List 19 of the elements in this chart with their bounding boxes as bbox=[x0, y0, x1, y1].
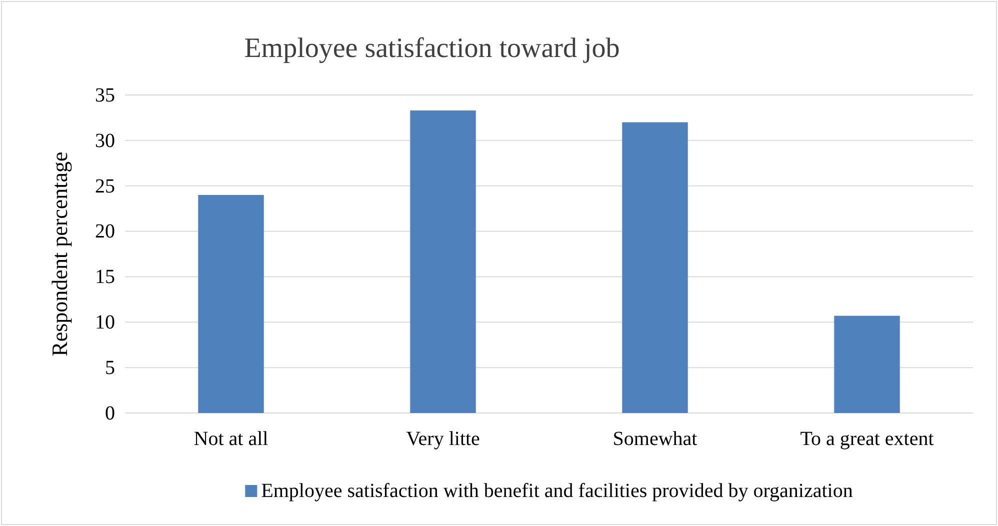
y-tick-label: 10 bbox=[95, 312, 115, 334]
x-tick-label: To a great extent bbox=[800, 428, 934, 450]
legend-label: Employee satisfaction with benefit and facilities provided by organization bbox=[261, 480, 853, 502]
y-tick-label: 0 bbox=[105, 402, 115, 424]
x-tick-label: Somewhat bbox=[612, 428, 698, 450]
x-tick-label: Very litte bbox=[406, 428, 480, 450]
y-tick-label: 30 bbox=[95, 130, 115, 152]
y-tick-label: 25 bbox=[95, 175, 115, 198]
y-tick-label: 5 bbox=[105, 356, 115, 379]
bar bbox=[410, 110, 476, 413]
chart-title: Employee satisfaction toward job bbox=[244, 33, 620, 64]
y-axis-title: Respondent percentage bbox=[47, 152, 72, 356]
y-tick-label: 35 bbox=[95, 84, 115, 106]
x-tick-label: Not at all bbox=[194, 428, 269, 450]
y-tick-label: 15 bbox=[95, 266, 115, 288]
y-tick-label: 20 bbox=[95, 220, 115, 243]
bar bbox=[622, 122, 688, 413]
bar bbox=[198, 194, 264, 413]
bar bbox=[834, 316, 900, 413]
